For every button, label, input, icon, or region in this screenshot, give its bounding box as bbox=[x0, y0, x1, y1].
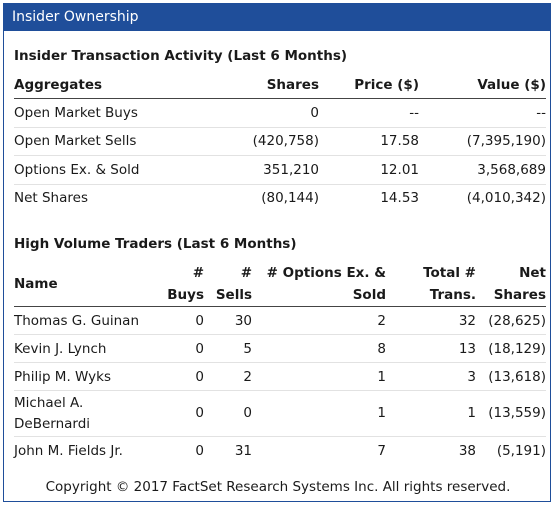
table-row: John M. Fields Jr. 0 31 7 38 (5,191) bbox=[14, 437, 546, 465]
trader-name: John M. Fields Jr. bbox=[14, 442, 123, 459]
col-options: # Options Ex. & Sold bbox=[252, 262, 386, 307]
value-cell: -- bbox=[419, 98, 546, 128]
table-row: Options Ex. & Sold 351,210 12.01 3,568,6… bbox=[14, 155, 546, 185]
row-label: Open Market Sells bbox=[14, 127, 214, 156]
shares-cell: 0 bbox=[214, 98, 319, 128]
high-volume-traders-title: High Volume Traders (Last 6 Months) bbox=[14, 236, 297, 252]
table-row: Kevin J. Lynch 0 5 8 13 (18,129) bbox=[14, 334, 546, 363]
table-row: Philip M. Wyks 0 2 1 3 (13,618) bbox=[14, 362, 546, 391]
shares-cell: (80,144) bbox=[261, 190, 319, 207]
table-row: Thomas G. Guinan 0 30 2 32 (28,625) bbox=[14, 306, 546, 335]
col-aggregates: Aggregates bbox=[14, 72, 214, 99]
col-value: Value ($) bbox=[419, 72, 546, 99]
panel-header: Insider Ownership bbox=[4, 4, 550, 31]
high-volume-traders-table: Name # Buys # Sells # Options Ex. & Sold To… bbox=[14, 262, 546, 464]
price-cell: 14.53 bbox=[380, 190, 419, 207]
trader-name: Thomas G. Guinan bbox=[14, 306, 162, 335]
trader-name: Philip M. Wyks bbox=[14, 362, 162, 391]
net-shares-cell: (5,191) bbox=[496, 442, 546, 459]
sells-cell: 2 bbox=[204, 362, 252, 391]
sells-cell: 30 bbox=[204, 306, 252, 335]
options-cell: 8 bbox=[252, 334, 386, 363]
row-label: Open Market Buys bbox=[14, 98, 214, 128]
net-shares-cell: (13,618) bbox=[476, 362, 546, 391]
buys-cell: 0 bbox=[162, 306, 204, 335]
trader-name: Kevin J. Lynch bbox=[14, 334, 162, 363]
price-cell: 17.58 bbox=[319, 127, 419, 156]
options-cell: 1 bbox=[252, 362, 386, 391]
insider-ownership-panel: Insider Ownership Insider Transaction Ac… bbox=[3, 3, 551, 502]
transaction-activity-title: Insider Transaction Activity (Last 6 Mon… bbox=[14, 48, 348, 64]
total-cell: 38 bbox=[458, 442, 476, 459]
transaction-activity-table: Aggregates Shares Price ($) Value ($) Op… bbox=[14, 72, 546, 212]
table-row: Open Market Buys 0 -- -- bbox=[14, 98, 546, 128]
sells-cell: 5 bbox=[204, 334, 252, 363]
total-cell: 13 bbox=[386, 334, 476, 363]
table-row: Open Market Sells (420,758) 17.58 (7,395… bbox=[14, 127, 546, 156]
value-cell: 3,568,689 bbox=[419, 155, 546, 185]
value-cell: (7,395,190) bbox=[419, 127, 546, 156]
col-net-shares: Net Shares bbox=[476, 262, 546, 307]
table-header-row: Name # Buys # Sells # Options Ex. & Sold To… bbox=[14, 262, 546, 307]
total-cell: 32 bbox=[386, 306, 476, 335]
options-cell: 7 bbox=[377, 442, 386, 459]
buys-cell: 0 bbox=[162, 362, 204, 391]
col-price: Price ($) bbox=[319, 72, 419, 99]
table-header-row: Aggregates Shares Price ($) Value ($) bbox=[14, 72, 546, 99]
col-shares: Shares bbox=[214, 72, 319, 99]
col-name: Name bbox=[14, 262, 162, 307]
sells-cell: 0 bbox=[204, 390, 252, 437]
buys-cell: 0 bbox=[162, 334, 204, 363]
options-cell: 1 bbox=[252, 390, 386, 437]
row-label: Options Ex. & Sold bbox=[14, 155, 214, 185]
value-cell: (4,010,342) bbox=[466, 190, 546, 207]
sells-cell: 31 bbox=[234, 442, 252, 459]
options-cell: 2 bbox=[252, 306, 386, 335]
net-shares-cell: (13,559) bbox=[476, 390, 546, 437]
price-cell: -- bbox=[319, 98, 419, 128]
total-cell: 1 bbox=[386, 390, 476, 437]
total-cell: 3 bbox=[386, 362, 476, 391]
net-shares-cell: (28,625) bbox=[476, 306, 546, 335]
copyright-notice: Copyright © 2017 FactSet Research System… bbox=[45, 479, 511, 495]
row-label: Net Shares bbox=[14, 190, 88, 207]
col-total-trans: Total # Trans. bbox=[386, 262, 476, 307]
trader-name: Michael A. DeBernardi bbox=[14, 390, 162, 437]
col-sells: # Sells bbox=[204, 262, 252, 307]
buys-cell: 0 bbox=[162, 390, 204, 437]
col-buys: # Buys bbox=[162, 262, 204, 307]
price-cell: 12.01 bbox=[319, 155, 419, 185]
buys-cell: 0 bbox=[195, 442, 204, 459]
shares-cell: 351,210 bbox=[214, 155, 319, 185]
net-shares-cell: (18,129) bbox=[476, 334, 546, 363]
table-row: Michael A. DeBernardi 0 0 1 1 (13,559) bbox=[14, 390, 546, 437]
shares-cell: (420,758) bbox=[214, 127, 319, 156]
table-row: Net Shares (80,144) 14.53 (4,010,342) bbox=[14, 184, 546, 212]
